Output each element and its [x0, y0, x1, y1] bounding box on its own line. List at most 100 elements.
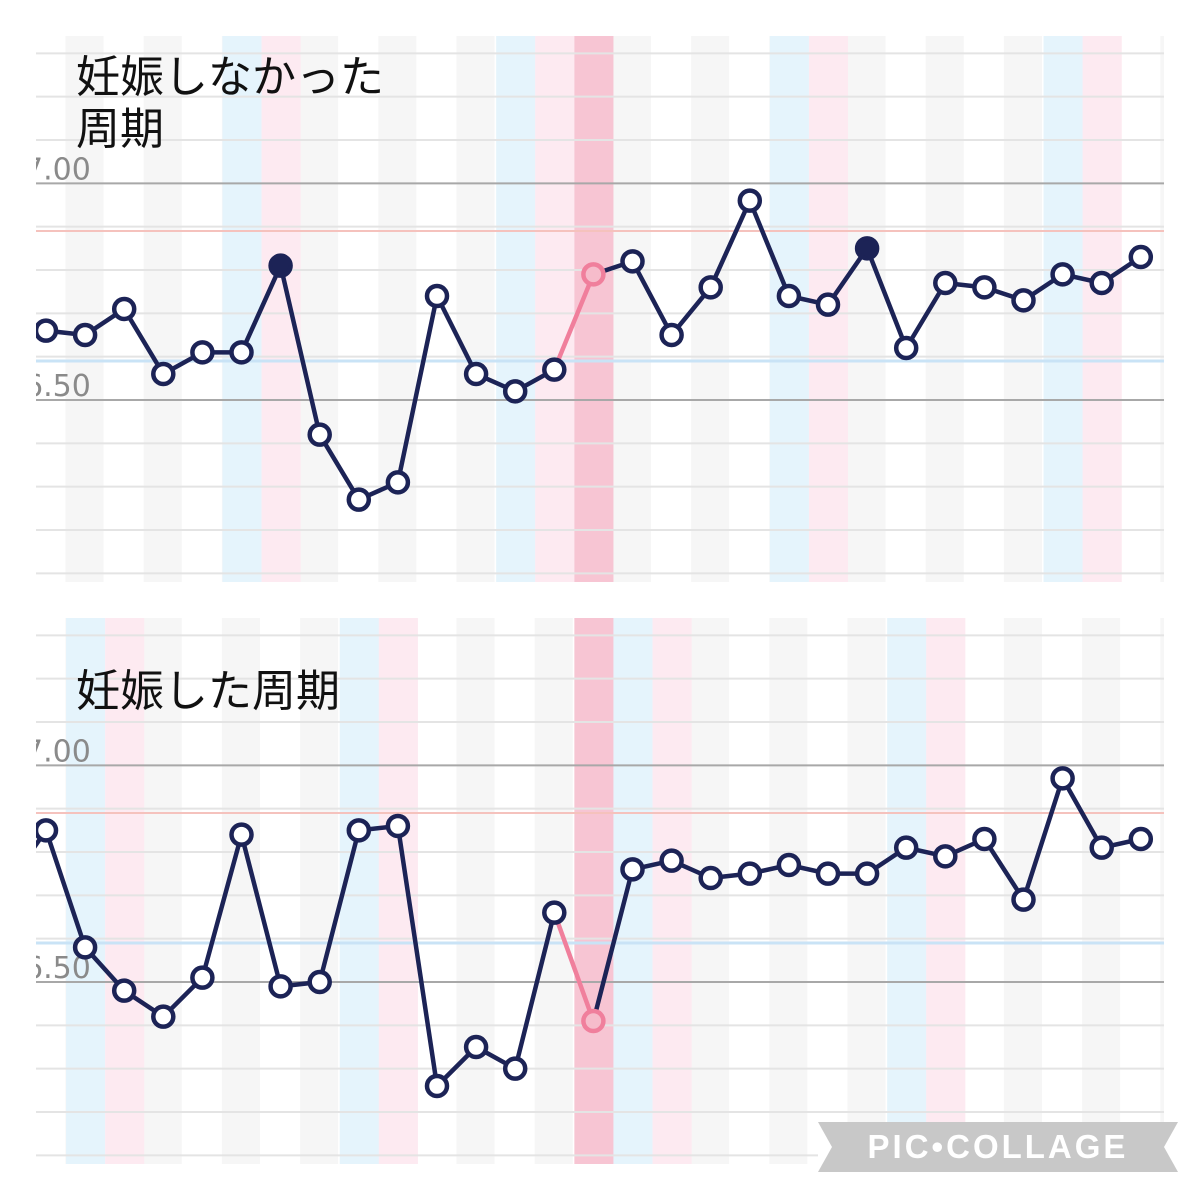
chart-bottom-title: 妊娠した周期: [76, 666, 340, 717]
bottom-band-blue: [339, 618, 379, 1164]
top-stripe: [300, 36, 339, 582]
top-data-point: [72, 322, 98, 348]
bottom-data-point: [229, 822, 254, 847]
bottom-data-point: [698, 865, 723, 891]
bottom-data-point: [72, 935, 98, 960]
bottom-data-point: [151, 1004, 176, 1029]
bottom-data-point: [268, 974, 293, 999]
top-series-line: [317, 432, 362, 502]
bottom-series-line: [1060, 776, 1104, 850]
bottom-series-line: [395, 823, 440, 1089]
bottom-data-point: [542, 900, 567, 925]
top-band-pink: [535, 36, 575, 582]
chart-top-svg: 7.00 6.50: [36, 36, 1164, 582]
bottom-data-point: [659, 848, 684, 873]
bottom-band-ovulation: [574, 618, 614, 1164]
bottom-stripe: [847, 618, 886, 1164]
bottom-band-blue: [613, 618, 653, 1164]
bottom-stripe: [534, 618, 573, 1164]
bottom-series-line: [239, 832, 283, 989]
top-data-point: [502, 379, 528, 404]
top-data-point: [36, 318, 59, 343]
bottom-data-point: [502, 1056, 528, 1081]
top-data-point: [972, 275, 997, 300]
top-data-point: [463, 361, 489, 387]
bottom-data-point: [1128, 826, 1154, 852]
top-data-point: [268, 253, 293, 278]
bottom-series-line: [512, 910, 557, 1071]
bottom-series-line: [1021, 776, 1065, 902]
top-data-point: [1128, 244, 1154, 270]
top-data-point: [581, 262, 606, 287]
top-data-point: [385, 470, 411, 495]
top-series-line: [395, 293, 440, 485]
bottom-data-point: [1011, 887, 1036, 912]
top-data-point: [190, 340, 215, 365]
bottom-band-pink: [378, 618, 418, 1164]
top-series-line: [747, 198, 792, 299]
bottom-band-pink: [652, 618, 692, 1164]
top-data-point: [424, 283, 450, 309]
top-stripe: [847, 36, 886, 582]
bottom-stripe: [1082, 618, 1121, 1164]
bottom-band-pink: [105, 618, 145, 1164]
bottom-series-line: [317, 828, 362, 985]
bottom-data-point: [581, 1008, 606, 1034]
bottom-data-point: [190, 965, 215, 990]
bottom-data-point: [972, 826, 997, 852]
top-series-line: [864, 246, 909, 351]
bottom-stripe: [143, 618, 182, 1164]
bottom-data-point: [737, 861, 763, 886]
top-tick-label: 7.00: [36, 152, 91, 187]
bottom-data-point: [1089, 835, 1114, 860]
top-data-point: [346, 487, 372, 512]
chart-top: 7.00 6.50 妊娠しなかった 周期: [36, 36, 1164, 582]
top-stripe: [691, 36, 730, 582]
top-data-point: [620, 249, 645, 274]
top-data-point: [893, 335, 919, 361]
top-stripe: [143, 36, 182, 582]
top-series-line: [278, 263, 322, 437]
bottom-tick-label: 7.00: [36, 734, 91, 769]
bottom-data-point: [854, 861, 880, 886]
top-data-point: [698, 275, 723, 300]
top-data-point: [933, 270, 958, 296]
top-band-blue: [496, 36, 536, 582]
top-band-blue: [769, 36, 809, 582]
top-data-point: [1050, 262, 1075, 287]
top-series-line: [708, 198, 753, 290]
chart-bottom-svg: 7.006.50: [36, 618, 1164, 1164]
bottom-data-point: [424, 1073, 450, 1099]
bottom-stripe: [691, 618, 730, 1164]
top-band-pink: [1082, 36, 1122, 582]
bottom-series-line: [552, 910, 596, 1024]
bottom-series-line: [43, 828, 88, 950]
top-data-point: [229, 340, 254, 365]
bottom-data-point: [111, 978, 137, 1003]
bottom-data-point: [307, 969, 332, 995]
top-data-point: [542, 357, 567, 382]
top-data-point: [737, 188, 763, 213]
top-tick-label: 6.50: [36, 369, 91, 404]
bottom-data-point: [463, 1034, 489, 1060]
top-series-line: [903, 280, 948, 351]
top-series-line: [121, 306, 166, 377]
top-data-point: [1089, 270, 1114, 296]
top-data-point: [776, 283, 802, 309]
bottom-data-point: [1050, 766, 1075, 791]
top-stripe: [1160, 36, 1164, 582]
bottom-data-point: [933, 844, 958, 869]
top-series-line: [434, 293, 479, 377]
bottom-data-point: [893, 835, 919, 860]
top-band-blue: [222, 36, 262, 582]
bottom-data-point: [385, 813, 411, 839]
top-data-point: [854, 236, 880, 261]
top-series-line: [239, 263, 283, 355]
top-series-line: [630, 259, 674, 338]
top-data-point: [111, 296, 137, 322]
top-series-line: [552, 272, 596, 372]
top-stripe: [612, 36, 651, 582]
top-band-pink: [261, 36, 301, 582]
bottom-data-point: [776, 852, 802, 878]
bottom-data-point: [620, 857, 645, 882]
